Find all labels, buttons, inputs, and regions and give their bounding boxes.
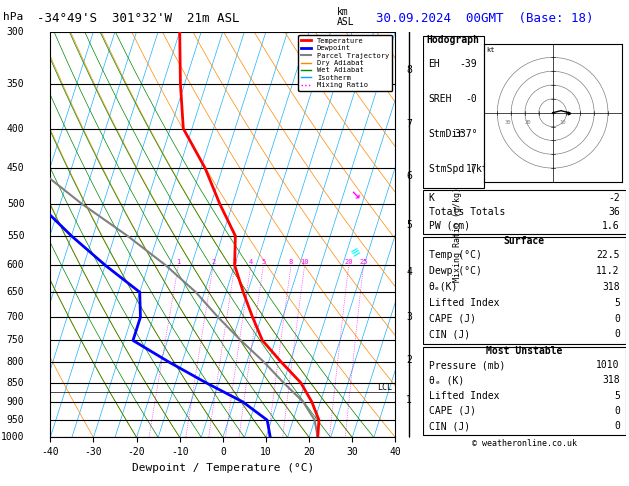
Text: Dewp (°C): Dewp (°C) bbox=[428, 266, 481, 276]
Text: 5: 5 bbox=[614, 391, 620, 400]
Text: θₑ(K): θₑ(K) bbox=[428, 282, 458, 292]
Text: Hodograph: Hodograph bbox=[426, 35, 479, 45]
Text: 7: 7 bbox=[406, 120, 412, 129]
Text: 900: 900 bbox=[7, 397, 25, 407]
Text: Totals Totals: Totals Totals bbox=[428, 207, 505, 217]
Text: 8: 8 bbox=[289, 259, 293, 265]
Text: Pressure (mb): Pressure (mb) bbox=[428, 360, 505, 370]
Text: 4: 4 bbox=[248, 259, 253, 265]
Text: 318: 318 bbox=[602, 375, 620, 385]
Text: θₑ (K): θₑ (K) bbox=[428, 375, 464, 385]
Text: 600: 600 bbox=[7, 260, 25, 270]
Text: -34°49'S  301°32'W  21m ASL: -34°49'S 301°32'W 21m ASL bbox=[37, 12, 240, 25]
Text: 750: 750 bbox=[7, 335, 25, 346]
Text: 30.09.2024  00GMT  (Base: 18): 30.09.2024 00GMT (Base: 18) bbox=[376, 12, 593, 25]
Text: 36: 36 bbox=[608, 207, 620, 217]
Text: 300: 300 bbox=[7, 27, 25, 36]
Text: -0: -0 bbox=[465, 94, 477, 104]
Text: StmSpd (kt): StmSpd (kt) bbox=[428, 164, 493, 174]
Text: 0: 0 bbox=[614, 406, 620, 416]
Text: 1.6: 1.6 bbox=[602, 221, 620, 231]
Text: -39: -39 bbox=[460, 59, 477, 69]
Text: Mixing Ratio (g/kg): Mixing Ratio (g/kg) bbox=[453, 187, 462, 282]
Text: 350: 350 bbox=[7, 79, 25, 88]
Text: 0: 0 bbox=[614, 330, 620, 340]
Text: 25: 25 bbox=[359, 259, 368, 265]
Text: km: km bbox=[337, 7, 348, 17]
Text: Lifted Index: Lifted Index bbox=[428, 391, 499, 400]
Text: →: → bbox=[345, 185, 365, 204]
Text: 700: 700 bbox=[7, 312, 25, 322]
Text: 500: 500 bbox=[7, 199, 25, 209]
Text: 0: 0 bbox=[614, 313, 620, 324]
Text: 950: 950 bbox=[7, 415, 25, 425]
Text: © weatheronline.co.uk: © weatheronline.co.uk bbox=[472, 439, 577, 449]
Text: LCL: LCL bbox=[377, 383, 392, 392]
Text: CIN (J): CIN (J) bbox=[428, 330, 470, 340]
Text: Surface: Surface bbox=[504, 236, 545, 246]
Text: 6: 6 bbox=[406, 172, 412, 181]
Text: 450: 450 bbox=[7, 163, 25, 173]
Text: 3: 3 bbox=[233, 259, 237, 265]
Text: Lifted Index: Lifted Index bbox=[428, 298, 499, 308]
Text: CAPE (J): CAPE (J) bbox=[428, 406, 476, 416]
Text: ASL: ASL bbox=[337, 17, 354, 27]
Text: 4: 4 bbox=[406, 267, 412, 278]
Text: StmDir: StmDir bbox=[428, 129, 464, 139]
Text: ≡: ≡ bbox=[348, 244, 362, 261]
Text: 2: 2 bbox=[406, 355, 412, 365]
X-axis label: Dewpoint / Temperature (°C): Dewpoint / Temperature (°C) bbox=[131, 463, 314, 473]
Text: 0: 0 bbox=[614, 421, 620, 431]
Text: 5: 5 bbox=[261, 259, 265, 265]
Text: 11.2: 11.2 bbox=[596, 266, 620, 276]
Text: 10: 10 bbox=[301, 259, 309, 265]
Text: 1: 1 bbox=[176, 259, 181, 265]
Text: Temp (°C): Temp (°C) bbox=[428, 250, 481, 260]
Text: 1000: 1000 bbox=[1, 433, 25, 442]
Text: 8: 8 bbox=[406, 65, 412, 75]
Text: 2: 2 bbox=[211, 259, 215, 265]
Text: 337°: 337° bbox=[454, 129, 477, 139]
Text: 650: 650 bbox=[7, 287, 25, 297]
Text: PW (cm): PW (cm) bbox=[428, 221, 470, 231]
Text: 318: 318 bbox=[602, 282, 620, 292]
Text: 17: 17 bbox=[465, 164, 477, 174]
Text: K: K bbox=[428, 193, 435, 203]
Text: 22.5: 22.5 bbox=[596, 250, 620, 260]
Text: hPa: hPa bbox=[3, 12, 23, 22]
Text: 20: 20 bbox=[345, 259, 353, 265]
Text: -2: -2 bbox=[608, 193, 620, 203]
Text: CIN (J): CIN (J) bbox=[428, 421, 470, 431]
Text: 1: 1 bbox=[406, 395, 412, 405]
Text: SREH: SREH bbox=[428, 94, 452, 104]
Text: 3: 3 bbox=[406, 312, 412, 322]
Text: CAPE (J): CAPE (J) bbox=[428, 313, 476, 324]
Text: 400: 400 bbox=[7, 123, 25, 134]
Text: 1010: 1010 bbox=[596, 360, 620, 370]
Text: 5: 5 bbox=[614, 298, 620, 308]
Text: 800: 800 bbox=[7, 357, 25, 367]
Text: 850: 850 bbox=[7, 378, 25, 388]
Text: EH: EH bbox=[428, 59, 440, 69]
Legend: Temperature, Dewpoint, Parcel Trajectory, Dry Adiabat, Wet Adiabat, Isotherm, Mi: Temperature, Dewpoint, Parcel Trajectory… bbox=[298, 35, 392, 91]
Text: 5: 5 bbox=[406, 220, 412, 230]
Text: Most Unstable: Most Unstable bbox=[486, 347, 562, 356]
Text: 550: 550 bbox=[7, 231, 25, 241]
